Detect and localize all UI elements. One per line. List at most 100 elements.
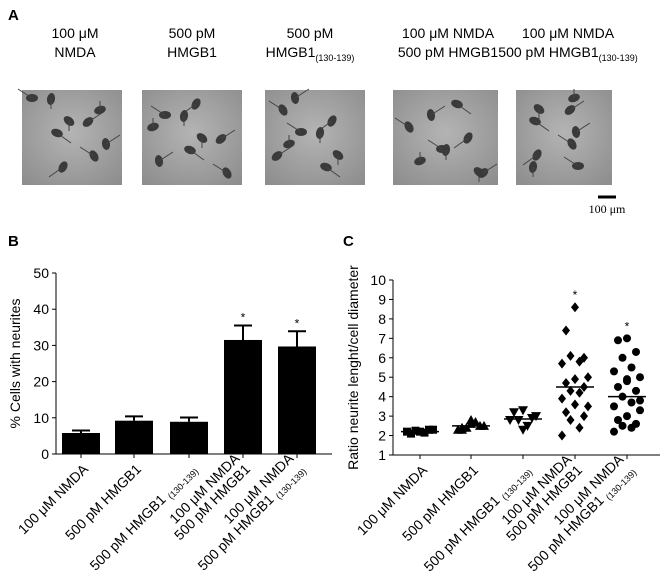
data-point	[466, 415, 476, 424]
condition-label: 500 pM	[169, 25, 216, 41]
data-point	[575, 387, 584, 398]
neurite	[276, 146, 292, 157]
condition-line: 500 pM HMGB1	[498, 44, 599, 60]
neurite	[430, 105, 446, 116]
data-point	[575, 422, 584, 433]
data-point	[571, 399, 579, 410]
bar	[115, 420, 153, 454]
condition-label: 500 pM HMGB1(130-139)	[498, 44, 637, 63]
bar	[170, 421, 208, 454]
data-point	[518, 406, 528, 416]
data-point	[614, 336, 622, 345]
y-tick-label: 2	[378, 428, 386, 444]
data-point	[562, 407, 570, 418]
data-point	[618, 353, 627, 362]
condition-line: 100 μM	[52, 25, 99, 41]
y-tick-label: 8	[378, 311, 386, 327]
data-point	[627, 363, 636, 372]
y-tick-label: 0	[41, 446, 49, 462]
data-point	[531, 412, 541, 422]
bar	[278, 346, 316, 454]
data-point	[513, 416, 524, 425]
data-point	[566, 415, 575, 425]
bar	[62, 433, 100, 454]
neurite	[563, 156, 579, 167]
data-point	[411, 426, 420, 435]
y-axis-label: Ratio neurite lenght/cell diameter	[345, 265, 361, 470]
condition-line: HMGB1	[167, 44, 217, 60]
data-point	[636, 406, 644, 415]
neurite	[456, 103, 472, 115]
data-point	[558, 430, 566, 441]
data-point	[558, 393, 566, 404]
neurite	[189, 149, 205, 161]
condition-label: 500 pM HMGB1	[398, 44, 499, 60]
condition-label: 100 μM NMDA	[402, 25, 495, 41]
data-point	[566, 350, 575, 361]
condition-label: 100 μM NMDA	[522, 25, 615, 41]
neurite	[17, 88, 33, 99]
data-point	[420, 428, 429, 437]
data-point	[623, 334, 631, 343]
neurite	[569, 100, 585, 111]
micrograph	[22, 90, 122, 185]
neurite	[56, 132, 72, 144]
y-tick-label: 40	[33, 301, 49, 317]
data-point	[558, 358, 566, 369]
y-tick-label: 6	[378, 350, 386, 366]
data-point	[632, 347, 640, 356]
data-point	[575, 356, 584, 367]
data-point	[566, 385, 575, 396]
error-bar	[288, 330, 306, 347]
significance-mark: *	[625, 319, 630, 333]
neurite	[325, 166, 341, 178]
data-point	[627, 423, 636, 432]
bar	[224, 339, 262, 454]
neurite	[482, 163, 498, 174]
neurite	[394, 117, 410, 128]
data-point	[518, 425, 528, 435]
condition-subscript: (130-139)	[315, 53, 354, 63]
panel-label: A	[8, 7, 19, 24]
condition-line: 100 μM NMDA	[402, 25, 495, 41]
condition-line: 100 μM NMDA	[522, 25, 615, 41]
y-tick-label: 4	[378, 389, 386, 405]
neurite	[79, 146, 95, 157]
condition-label: HMGB1	[167, 44, 217, 60]
neurite	[534, 120, 550, 132]
condition-label: 100 μM	[52, 25, 99, 41]
data-point	[584, 372, 592, 383]
panel-label: B	[8, 233, 19, 250]
condition-label: HMGB1(130-139)	[266, 44, 355, 63]
scale-bar-label: 100 μm	[589, 202, 626, 216]
data-point	[509, 408, 519, 418]
neurite	[212, 163, 228, 174]
y-tick-label: 9	[378, 291, 386, 307]
data-point	[584, 401, 592, 412]
condition-line: 500 pM	[169, 25, 216, 41]
data-point	[614, 416, 622, 424]
data-point	[623, 412, 631, 421]
neurite	[268, 100, 284, 111]
error-bar	[72, 429, 90, 434]
y-tick-label: 7	[378, 330, 386, 346]
neurite	[427, 139, 443, 150]
neurite	[453, 137, 469, 149]
neurite	[87, 112, 103, 123]
y-tick-label: 50	[33, 265, 49, 281]
neurite	[150, 105, 166, 116]
condition-line: 500 pM HMGB1	[398, 44, 499, 60]
data-point	[429, 425, 437, 434]
condition-line: 500 pM	[287, 25, 334, 41]
data-point	[457, 422, 467, 432]
data-point	[571, 302, 579, 313]
data-point	[505, 416, 515, 425]
y-axis-label: % Cells with neurites	[7, 299, 23, 429]
significance-mark: *	[295, 316, 300, 330]
data-point	[618, 421, 627, 430]
data-point	[614, 382, 622, 391]
data-point	[562, 325, 570, 336]
condition-label: 500 pM	[287, 25, 334, 41]
